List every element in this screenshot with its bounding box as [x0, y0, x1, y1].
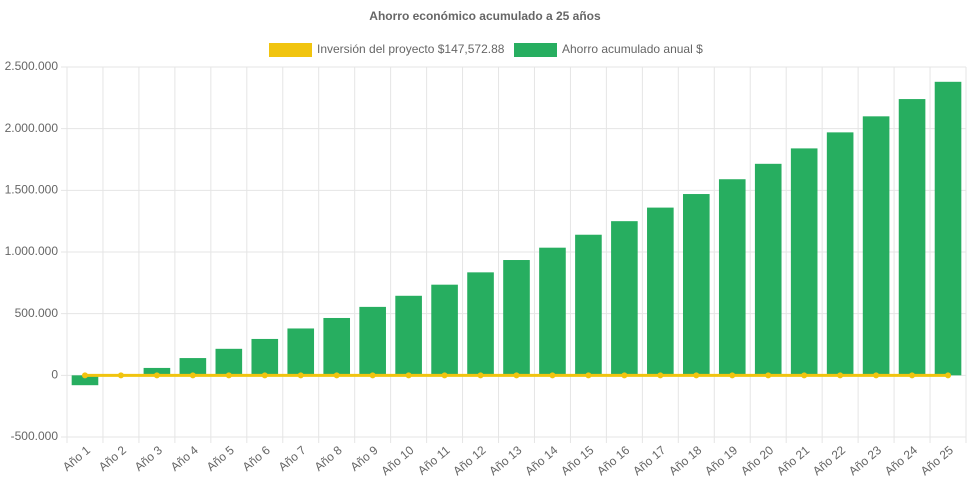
- point: [117, 372, 124, 379]
- point: [81, 372, 88, 379]
- point: [909, 372, 916, 379]
- x-tick-label: Año 4: [168, 443, 201, 474]
- legend-swatch: [269, 43, 312, 57]
- point: [189, 372, 196, 379]
- x-tick-label: Año 19: [702, 443, 740, 478]
- legend-swatch: [514, 43, 557, 57]
- x-tick-label: Año 13: [486, 443, 524, 478]
- x-tick-label: Año 12: [450, 443, 488, 478]
- bar: [826, 132, 854, 376]
- point: [513, 372, 520, 379]
- x-tick-label: Año 8: [312, 443, 345, 474]
- point: [297, 372, 304, 379]
- point: [693, 372, 700, 379]
- point: [837, 372, 844, 379]
- bar: [251, 338, 279, 376]
- y-tick-label: 500.000: [15, 306, 59, 320]
- x-tick-label: Año 17: [630, 443, 668, 478]
- x-tick-label: Año 2: [96, 443, 129, 474]
- point: [441, 372, 448, 379]
- y-tick-label: 0: [51, 368, 58, 382]
- x-tick-label: Año 1: [60, 443, 93, 474]
- point: [405, 372, 412, 379]
- bar: [359, 306, 386, 376]
- bar: [71, 375, 99, 386]
- point: [261, 372, 268, 379]
- point: [657, 372, 664, 379]
- x-tick-label: Año 24: [882, 443, 920, 478]
- x-tick-label: Año 22: [810, 443, 848, 478]
- bar: [934, 81, 962, 376]
- point: [369, 372, 376, 379]
- bar: [790, 148, 818, 376]
- point: [585, 372, 592, 379]
- point: [333, 372, 340, 379]
- bar: [898, 99, 926, 376]
- y-tick-label: 2.000.000: [5, 121, 59, 135]
- legend-label: Inversión del proyecto $147,572.88: [317, 42, 505, 56]
- point: [549, 372, 556, 379]
- bar: [682, 194, 710, 376]
- bar: [395, 295, 422, 376]
- point: [765, 372, 772, 379]
- point: [801, 372, 808, 379]
- legend-label: Ahorro acumulado anual $: [562, 42, 703, 56]
- bar: [575, 234, 602, 376]
- point: [153, 372, 160, 379]
- x-tick-label: Año 20: [738, 443, 776, 478]
- x-tick-label: Año 23: [846, 443, 884, 478]
- x-tick-label: Año 15: [558, 443, 596, 478]
- x-tick-label: Año 7: [276, 443, 309, 474]
- bar: [287, 328, 315, 376]
- y-tick-label: 1.000.000: [5, 244, 59, 258]
- y-tick-label: 1.500.000: [5, 183, 59, 197]
- bar: [862, 116, 890, 376]
- bar: [431, 284, 458, 376]
- point: [225, 372, 232, 379]
- y-tick-label: 2.500.000: [5, 59, 59, 73]
- bar: [143, 367, 171, 376]
- point: [621, 372, 628, 379]
- x-tick-label: Año 3: [132, 443, 165, 474]
- x-tick-label: Año 10: [378, 443, 416, 478]
- point: [873, 372, 880, 379]
- x-tick-label: Año 5: [204, 443, 237, 474]
- chart-title: Ahorro económico acumulado a 25 años: [369, 9, 601, 23]
- bar: [611, 221, 638, 376]
- bar: [754, 163, 782, 376]
- point: [729, 372, 736, 379]
- bar: [215, 348, 243, 376]
- x-tick-label: Año 18: [666, 443, 704, 478]
- bar: [323, 317, 351, 376]
- point: [477, 372, 484, 379]
- bar: [539, 247, 566, 376]
- point: [945, 372, 952, 379]
- x-tick-label: Año 21: [774, 443, 812, 478]
- x-tick-label: Año 9: [348, 443, 381, 474]
- bar: [503, 260, 530, 376]
- x-tick-label: Año 6: [240, 443, 273, 474]
- x-tick-label: Año 11: [415, 443, 453, 478]
- x-tick-label: Año 14: [522, 443, 560, 478]
- bar: [467, 272, 494, 376]
- bar: [718, 179, 746, 376]
- x-tick-label: Año 25: [918, 443, 956, 478]
- y-tick-label: -500.000: [11, 429, 59, 443]
- bar: [179, 358, 207, 376]
- bar: [647, 207, 674, 376]
- x-tick-label: Año 16: [594, 443, 632, 478]
